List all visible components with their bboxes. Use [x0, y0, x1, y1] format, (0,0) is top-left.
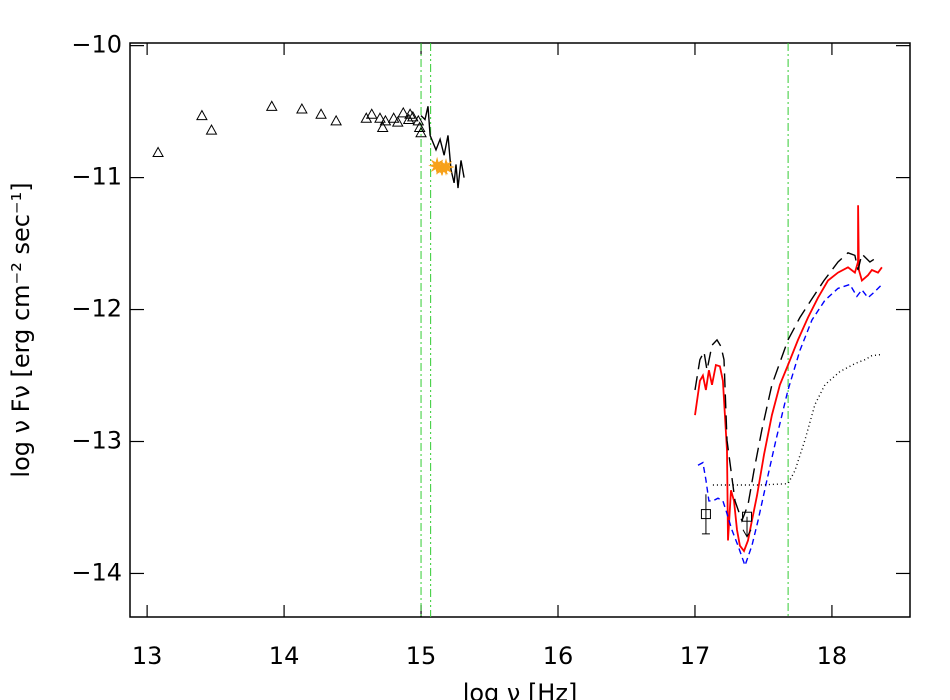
triangle-point: [402, 113, 415, 125]
triangle-point: [415, 126, 427, 138]
y-tick-label: −14: [71, 558, 122, 586]
plot-frame: [129, 42, 911, 618]
y-tick-label: −11: [71, 163, 122, 191]
triangle-point: [374, 112, 386, 123]
y-axis-label: log ν Fν [erg cm⁻² sec⁻¹]: [7, 182, 35, 477]
triangle-point: [397, 106, 410, 118]
triangle-point: [152, 146, 164, 158]
triangle-point: [406, 110, 419, 122]
star-point: [437, 158, 455, 176]
series-line: [712, 353, 882, 486]
triangle-point: [376, 121, 389, 132]
x-tick-label: 17: [680, 642, 711, 670]
x-tick-label: 14: [269, 642, 300, 670]
series-line: [694, 205, 883, 553]
triangle-point: [404, 108, 416, 119]
triangle-point: [391, 116, 404, 127]
x-tick-label: 16: [543, 642, 574, 670]
triangle-point: [315, 108, 327, 119]
square-point: [700, 509, 711, 520]
series-line: [694, 251, 877, 523]
y-tick-label: −12: [71, 295, 122, 323]
x-tick-label: 15: [406, 642, 437, 670]
upper-limit-arrow: [742, 516, 752, 538]
triangle-point: [330, 114, 342, 126]
triangle-point: [387, 112, 400, 123]
x-axis-label: log ν [Hz]: [463, 679, 578, 700]
y-tick-label: −10: [71, 31, 122, 59]
series-line: [420, 106, 465, 189]
series-line: [697, 283, 883, 568]
x-tick-label: 18: [817, 642, 848, 670]
triangle-point: [360, 112, 373, 123]
triangle-point: [413, 121, 426, 132]
triangle-point: [379, 114, 392, 126]
triangle-point: [296, 102, 308, 114]
triangle-point: [196, 109, 208, 121]
x-tick-label: 13: [132, 642, 163, 670]
triangle-point: [365, 108, 378, 119]
y-tick-label: −13: [71, 427, 122, 455]
square-point: [742, 511, 753, 522]
triangle-point: [265, 100, 278, 111]
triangle-point: [205, 124, 218, 135]
